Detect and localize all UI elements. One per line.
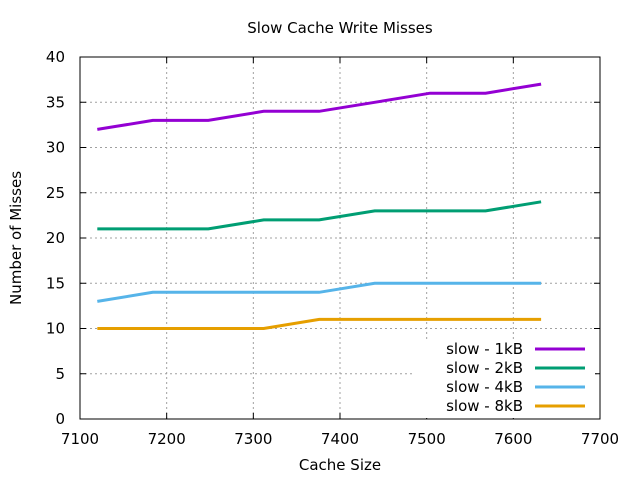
- series-line-3: [97, 281, 542, 303]
- legend-label: slow - 4kB: [446, 378, 523, 396]
- x-tick-label: 7700: [581, 430, 619, 448]
- y-tick-label: 10: [46, 320, 65, 338]
- axis-ticks: [79, 56, 601, 420]
- y-tick-label: 20: [46, 229, 65, 247]
- series-line-1: [97, 82, 542, 131]
- series-lines: [97, 82, 542, 330]
- y-tick-label: 5: [55, 365, 65, 383]
- y-tick-label: 15: [46, 274, 65, 292]
- y-tick-label: 35: [46, 93, 65, 111]
- series-line-2: [97, 200, 542, 231]
- legend-label: slow - 2kB: [446, 359, 523, 377]
- y-tick-label: 0: [55, 410, 65, 428]
- x-tick-label: 7600: [494, 430, 532, 448]
- grid-lines: [80, 57, 600, 419]
- y-tick-label: 25: [46, 184, 65, 202]
- y-tick-label: 40: [46, 48, 65, 66]
- series-line-4: [97, 317, 542, 330]
- x-tick-label: 7100: [61, 430, 99, 448]
- y-axis-label: Number of Misses: [7, 171, 25, 305]
- x-tick-label: 7400: [321, 430, 359, 448]
- y-tick-labels: 0 5 10 15 20 25 30 35 40: [46, 48, 65, 428]
- x-tick-labels: 7100 7200 7300 7400 7500 7600 7700: [61, 430, 619, 448]
- legend-label: slow - 8kB: [446, 397, 523, 415]
- x-tick-label: 7300: [234, 430, 272, 448]
- legend-label: slow - 1kB: [446, 340, 523, 358]
- x-axis-label: Cache Size: [299, 456, 381, 474]
- x-tick-label: 7200: [148, 430, 186, 448]
- chart-title: Slow Cache Write Misses: [247, 19, 433, 37]
- y-tick-label: 30: [46, 139, 65, 157]
- x-tick-label: 7500: [408, 430, 446, 448]
